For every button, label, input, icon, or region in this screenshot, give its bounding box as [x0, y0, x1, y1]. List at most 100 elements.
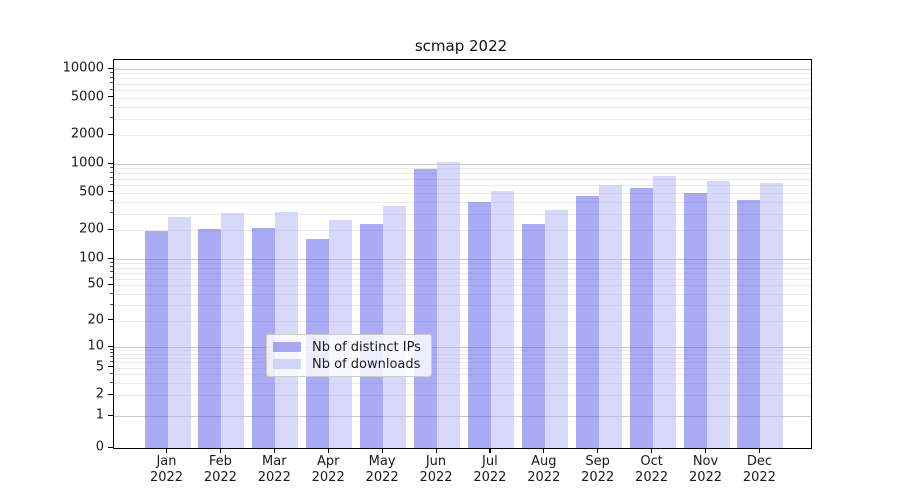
y-tick-label: 2000 [70, 126, 104, 142]
legend-entry-downloads: Nb of downloads [273, 356, 423, 372]
y-minor-tick [110, 352, 113, 354]
y-minor-tick [110, 200, 113, 202]
y-minor-tick [110, 166, 113, 169]
y-tick-label: 200 [79, 221, 104, 237]
x-tick [705, 448, 707, 453]
legend-entry-distinct-ips: Nb of distinct IPs [273, 339, 423, 355]
y-minor-tick [110, 82, 113, 84]
bar-distinct-ips-jan [144, 231, 168, 448]
major-gridline [114, 416, 811, 417]
y-minor-tick [110, 348, 113, 350]
bar-downloads-feb [221, 213, 245, 448]
x-tick [758, 448, 761, 453]
minor-gridline [114, 118, 811, 120]
legend-label-downloads: Nb of downloads [312, 356, 421, 372]
y-tick-label: 5 [95, 359, 104, 375]
y-minor-tick [110, 71, 113, 74]
minor-gridline [114, 320, 811, 322]
x-tick [381, 448, 383, 453]
minor-gridline [114, 135, 811, 137]
chart-title: scmap 2022 [414, 37, 508, 55]
y-tick [108, 319, 113, 321]
y-tick [108, 191, 113, 193]
minor-gridline [114, 201, 811, 203]
y-minor-tick [110, 171, 113, 173]
y-tick [108, 283, 113, 286]
x-tick-label-oct: Oct 2022 [635, 454, 669, 485]
y-tick-label: 100 [79, 250, 104, 266]
y-minor-tick [110, 177, 113, 179]
y-tick-label: 10 [87, 338, 104, 354]
y-minor-tick [110, 183, 113, 185]
minor-gridline [114, 168, 811, 170]
y-minor-tick [110, 88, 113, 90]
x-tick [651, 448, 653, 453]
minor-gridline [114, 294, 811, 296]
x-tick-label-dec: Dec 2022 [742, 454, 776, 485]
minor-gridline [114, 73, 811, 75]
minor-gridline [114, 278, 811, 280]
y-tick-label: 10000 [62, 60, 104, 76]
plot-area [113, 59, 812, 449]
y-tick-label: 1 [95, 407, 104, 423]
minor-gridline [114, 97, 811, 99]
minor-gridline [114, 350, 811, 352]
y-minor-tick [110, 117, 113, 119]
bar-distinct-ips-dec [737, 199, 761, 448]
bar-distinct-ips-nov [683, 193, 707, 448]
x-tick-label-jun: Jun 2022 [419, 454, 453, 485]
legend-swatch-distinct-ips-icon [273, 342, 301, 352]
y-tick [108, 257, 113, 259]
y-minor-tick [110, 303, 113, 305]
y-tick [108, 366, 113, 368]
minor-gridline [114, 192, 811, 194]
minor-gridline [114, 173, 811, 175]
y-tick-label: 2 [95, 386, 104, 402]
x-tick [273, 448, 275, 453]
minor-gridline [114, 395, 811, 397]
y-minor-tick [110, 261, 113, 263]
y-minor-tick [110, 360, 113, 362]
y-tick [108, 414, 113, 416]
bar-downloads-dec [760, 182, 784, 448]
bar-distinct-ips-feb [198, 229, 222, 448]
minor-gridline [114, 90, 811, 92]
x-tick [219, 448, 222, 453]
y-tick-label: 1000 [70, 155, 104, 171]
bar-downloads-oct [652, 175, 676, 448]
bar-downloads-jun [437, 161, 460, 448]
y-minor-tick [110, 292, 113, 294]
y-minor-tick [110, 266, 113, 268]
x-tick-label-may: May 2022 [365, 454, 399, 485]
x-tick [327, 448, 329, 453]
minor-gridline [114, 213, 811, 215]
minor-gridline [114, 285, 811, 287]
y-tick-label: 5000 [70, 89, 104, 105]
legend: Nb of distinct IPs Nb of downloads [266, 334, 432, 377]
bar-distinct-ips-sep [575, 196, 599, 448]
x-tick-label-jan: Jan 2022 [149, 454, 184, 485]
x-tick-label-jul: Jul 2022 [473, 454, 507, 485]
y-tick [108, 345, 113, 347]
y-tick-label: 20 [87, 312, 104, 327]
y-tick [108, 228, 113, 231]
minor-gridline [114, 178, 811, 180]
bar-distinct-ips-jun [414, 168, 437, 448]
y-minor-tick [110, 277, 113, 279]
bar-downloads-may [383, 206, 407, 448]
major-gridline [114, 347, 811, 348]
legend-label-distinct-ips: Nb of distinct IPs [312, 339, 421, 355]
bar-downloads-jan [167, 217, 191, 448]
minor-gridline [114, 185, 811, 187]
y-tick [108, 96, 113, 98]
minor-gridline [114, 374, 811, 376]
bar-downloads-sep [598, 185, 622, 448]
minor-gridline [114, 357, 811, 359]
y-tick-label: 0 [95, 439, 104, 455]
y-tick-label: 500 [79, 184, 104, 200]
x-tick-label-apr: Apr 2022 [311, 454, 345, 485]
y-minor-tick [110, 372, 113, 375]
x-tick [543, 448, 545, 453]
minor-gridline [114, 367, 811, 369]
